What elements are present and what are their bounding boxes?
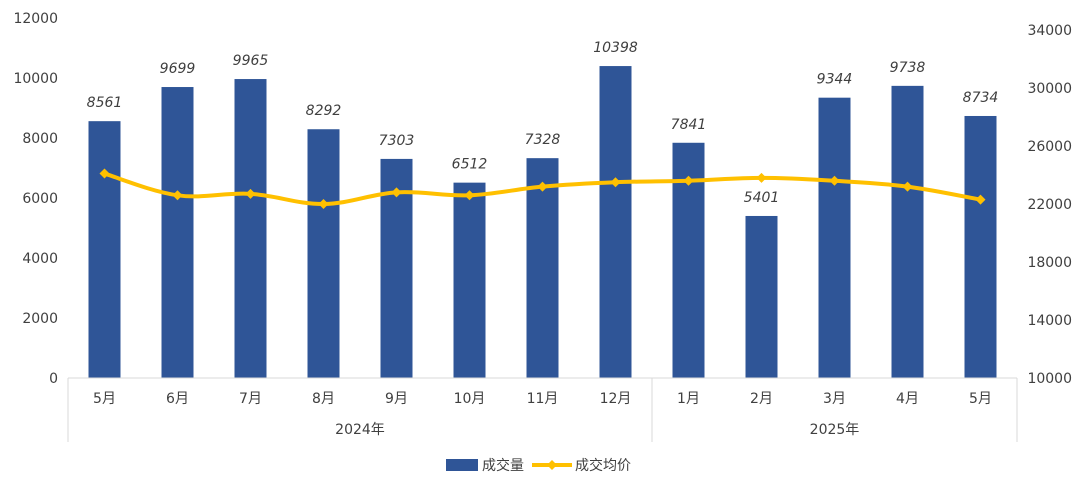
group-label: 2024年 (335, 422, 385, 438)
right-axis-tick-label: 14000 (1027, 313, 1072, 329)
bar (161, 87, 194, 378)
category-label: 1月 (677, 391, 700, 407)
category-label: 3月 (823, 391, 846, 407)
category-label: 2月 (750, 391, 773, 407)
bar (453, 182, 486, 378)
category-label: 5月 (969, 391, 992, 407)
bar-data-label: 10398 (593, 40, 638, 56)
left-axis-tick-label: 6000 (22, 191, 58, 207)
bar (818, 97, 851, 379)
bar (964, 115, 997, 378)
right-axis-tick-label: 22000 (1027, 197, 1072, 213)
line-point (99, 168, 110, 179)
line-point (537, 181, 548, 192)
bar (599, 66, 632, 378)
line-point (464, 190, 475, 201)
line-point (975, 194, 986, 205)
axes (67, 377, 1018, 442)
group-label: 2025年 (810, 422, 860, 438)
category-label: 8月 (312, 391, 335, 407)
group-labels: 2024年 2025年 (335, 422, 859, 438)
left-axis-ticks: 0 2000 4000 6000 8000 10000 12000 (13, 11, 58, 387)
bar-data-label: 7303 (379, 133, 415, 149)
bar-data-label: 5401 (744, 190, 780, 206)
left-axis-tick-label: 10000 (13, 71, 58, 87)
right-axis-tick-label: 34000 (1027, 23, 1072, 39)
category-labels: 5月 6月 7月 8月 9月 10月 11月 12月 1月 2月 3月 4月 5月 (93, 391, 992, 407)
bar (745, 215, 778, 378)
line-point (610, 177, 621, 188)
left-axis-tick-label: 0 (49, 371, 58, 387)
bar (234, 79, 267, 379)
right-axis-ticks: 10000 14000 18000 22000 26000 30000 34000 (1027, 23, 1072, 387)
left-axis-tick-label: 2000 (22, 311, 58, 327)
bar (88, 121, 121, 379)
right-axis-tick-label: 10000 (1027, 371, 1072, 387)
bar-data-label: 7841 (671, 117, 707, 133)
left-axis-tick-label: 4000 (22, 251, 58, 267)
category-label: 4月 (896, 391, 919, 407)
category-label: 11月 (527, 391, 559, 407)
bar-data-label: 9699 (160, 61, 196, 77)
bar-data-label: 8561 (87, 95, 123, 111)
right-axis-tick-label: 26000 (1027, 139, 1072, 155)
bar (891, 85, 924, 379)
line-point (829, 175, 840, 186)
bar-data-label: 9344 (817, 72, 853, 88)
legend-swatch-bar (446, 459, 478, 471)
category-label: 6月 (166, 391, 189, 407)
line-point (318, 199, 329, 209)
legend-label-bar: 成交量 (482, 457, 524, 474)
bar-series (88, 66, 997, 379)
category-label: 12月 (600, 391, 632, 407)
right-axis-tick-label: 30000 (1027, 81, 1072, 97)
line-point (245, 188, 256, 199)
legend[interactable]: 成交量 成交均价 (446, 457, 631, 474)
bar-data-label: 8734 (963, 90, 999, 106)
category-label: 5月 (93, 391, 116, 407)
category-label: 7月 (239, 391, 262, 407)
line-point (902, 181, 913, 192)
bar-data-label: 9738 (890, 60, 926, 76)
line-point (756, 172, 767, 183)
bar-data-labels: 8561 9699 9965 8292 7303 6512 7328 10398 7841 540… (87, 40, 999, 206)
category-label: 9月 (385, 391, 408, 407)
line-point (683, 175, 694, 186)
category-label: 10月 (454, 391, 486, 407)
bar (526, 158, 559, 378)
line-series (99, 168, 986, 209)
bar-data-label: 7328 (525, 132, 561, 148)
line-point (172, 190, 183, 201)
bar-data-label: 6512 (452, 157, 488, 173)
line-point (391, 187, 402, 198)
bar-data-label: 9965 (233, 53, 269, 69)
legend-label-line: 成交均价 (575, 457, 631, 474)
left-axis-tick-label: 8000 (22, 131, 58, 147)
bar (307, 129, 340, 378)
right-axis-tick-label: 18000 (1027, 255, 1072, 271)
legend-swatch-marker (547, 460, 557, 470)
bar-data-label: 8292 (306, 103, 342, 119)
left-axis-tick-label: 12000 (13, 11, 58, 27)
